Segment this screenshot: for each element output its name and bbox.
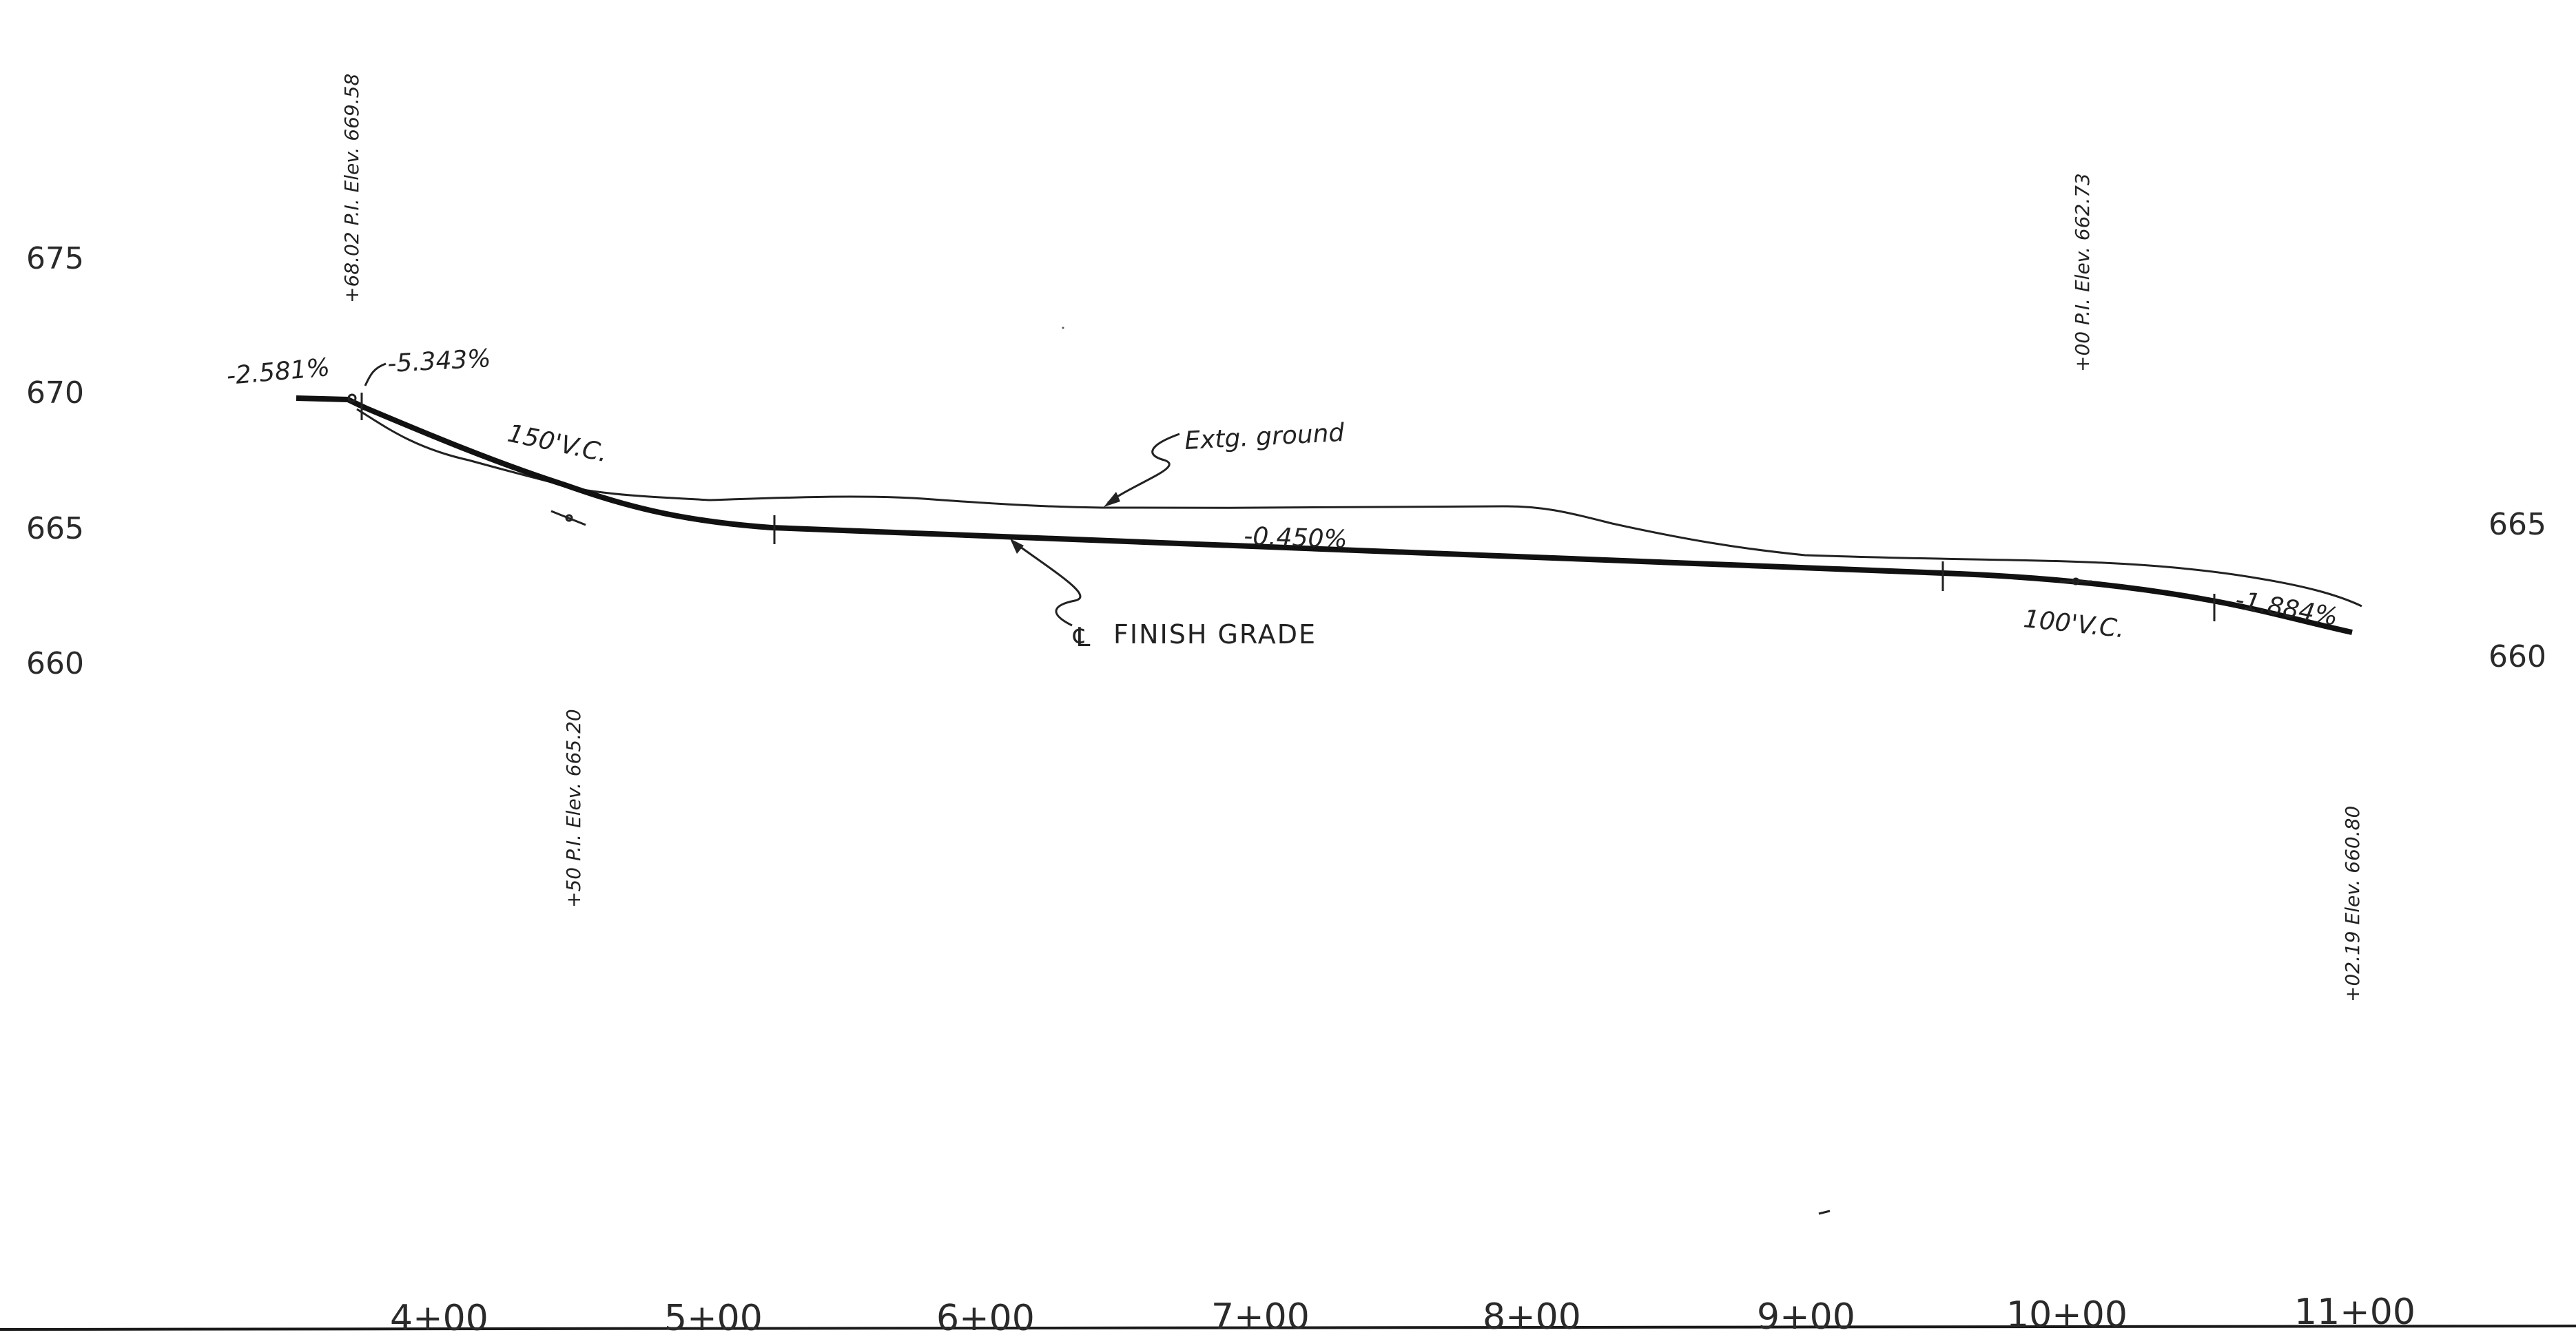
elev-label-675: 675 <box>26 241 84 276</box>
pi-marker-1 <box>347 393 357 403</box>
vertical-curve-label-2: 100'V.C. <box>2022 605 2126 643</box>
grade-label-3: -0.450% <box>1244 522 1348 554</box>
pi-note-3: +00 P.I. Elev. 662.73 <box>2071 173 2094 372</box>
grade-label-2: -5.343% <box>387 344 491 378</box>
finish-grade-arrowhead <box>1010 539 1024 554</box>
pi-marker-2 <box>550 510 586 526</box>
pi-note-end: +02.19 Elev. 660.80 <box>2341 806 2364 1002</box>
centerline-symbol: ℄ <box>1073 622 1091 652</box>
stray-dot <box>1062 327 1064 329</box>
grade-label-1: -2.581% <box>225 353 331 391</box>
finish-grade-label: FINISH GRADE <box>1113 619 1317 650</box>
grade-label-2-leader <box>364 362 387 386</box>
station-4-00: 4+00 <box>390 1298 488 1337</box>
profile-baseline <box>0 1325 2576 1331</box>
elev-label-660: 660 <box>26 646 84 681</box>
vertical-curve-label-1: 150'V.C. <box>505 419 610 468</box>
pi-note-2: +50 P.I. Elev. 665.20 <box>562 709 585 908</box>
existing-ground-leader <box>1107 433 1180 504</box>
elev-label-right-660: 660 <box>2489 639 2546 674</box>
station-11-00: 11+00 <box>2294 1292 2415 1333</box>
elev-label-670: 670 <box>26 375 84 411</box>
station-9-00: 9+00 <box>1757 1296 1855 1337</box>
elev-label-right-665: 665 <box>2489 507 2546 542</box>
pi-marker-3 <box>2060 577 2092 585</box>
station-7-00: 7+00 <box>1211 1296 1310 1337</box>
finish-grade-line <box>296 395 2353 635</box>
station-6-00: 6+00 <box>936 1298 1035 1337</box>
existing-ground-arrowhead <box>1104 492 1120 507</box>
station-5-00: 5+00 <box>664 1298 763 1337</box>
elev-label-665: 665 <box>26 511 84 546</box>
pi-note-1: +68.02 P.I. Elev. 669.58 <box>340 74 363 303</box>
station-10-00: 10+00 <box>2006 1294 2127 1336</box>
station-8-00: 8+00 <box>1483 1296 1581 1337</box>
stray-mark <box>1818 1210 1831 1215</box>
existing-ground-line <box>356 408 2362 608</box>
finish-grade-leader <box>1012 540 1082 627</box>
existing-ground-label: Extg. ground <box>1184 419 1346 455</box>
